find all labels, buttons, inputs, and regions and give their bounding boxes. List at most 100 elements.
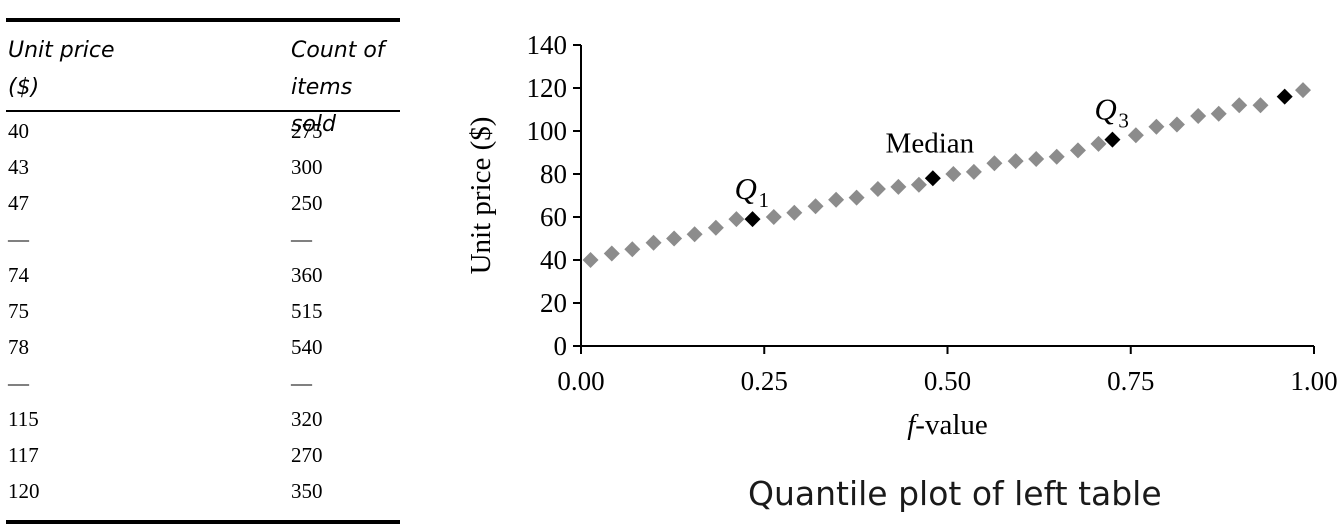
data-point xyxy=(603,245,620,262)
data-point xyxy=(645,234,662,251)
table-body: 40 275 43 300 47 250 — — 74 360 75 515 7… xyxy=(6,114,400,510)
median-annotation: Median xyxy=(886,127,975,159)
quantile-point xyxy=(744,211,761,228)
table-row: 43 300 xyxy=(6,150,400,186)
y-tick-label: 80 xyxy=(540,159,567,189)
data-point xyxy=(1231,97,1248,114)
y-tick-label: 100 xyxy=(527,116,568,146)
table-bottom-rule xyxy=(6,520,400,524)
quantile-point xyxy=(1276,88,1293,105)
table-cell-price: 47 xyxy=(8,191,29,215)
table-cell-count: 515 xyxy=(291,299,323,323)
table-cell-price: — xyxy=(8,227,29,251)
table-row: 120 350 xyxy=(6,474,400,510)
quantile-annotation-subscript: 3 xyxy=(1118,109,1129,133)
table-row: 115 320 xyxy=(6,402,400,438)
data-point xyxy=(1007,153,1024,170)
data-point xyxy=(707,219,724,236)
data-point xyxy=(728,211,745,228)
y-tick-label: 60 xyxy=(540,202,567,232)
table-cell-price: — xyxy=(8,371,29,395)
data-point xyxy=(624,241,641,258)
table-row: — — xyxy=(6,366,400,402)
column-header-count-sold: Count of items sold xyxy=(291,38,385,137)
x-axis-label-rest: -value xyxy=(915,409,987,440)
table-cell-count: 350 xyxy=(291,479,323,503)
data-point xyxy=(869,181,886,198)
data-point xyxy=(945,166,962,182)
data-point xyxy=(1210,105,1227,122)
y-tick-label: 20 xyxy=(540,288,567,318)
data-point xyxy=(666,230,683,247)
data-point xyxy=(1148,118,1165,135)
quantile-plot: 0 20 40 60 80 100 120 140 0.00 0.25 0.50 0.75 1.00 U… xyxy=(465,30,1338,440)
data-point xyxy=(1069,142,1086,159)
table-row: — — xyxy=(6,222,400,258)
table-cell-price: 115 xyxy=(8,407,39,431)
data-point xyxy=(1127,127,1144,144)
quantile-annotation-subscript: 1 xyxy=(759,188,770,212)
data-point xyxy=(765,209,782,225)
table-cell-price: 120 xyxy=(8,479,40,503)
table-cell-price: 75 xyxy=(8,299,29,323)
x-tick-label: 0.50 xyxy=(924,366,971,396)
data-point xyxy=(1048,148,1065,165)
table-top-rule xyxy=(6,18,400,22)
x-axis-label: f-value xyxy=(907,409,988,440)
column-header-unit-price: Unit price ($) xyxy=(8,38,115,100)
y-tick-label: 140 xyxy=(527,30,568,60)
table-row: 117 270 xyxy=(6,438,400,474)
table-row: 78 540 xyxy=(6,330,400,366)
data-point xyxy=(1295,82,1312,99)
table-cell-price: 43 xyxy=(8,155,29,179)
data-point xyxy=(1252,97,1269,114)
table-cell-count: 250 xyxy=(291,191,323,215)
table-row: 75 515 xyxy=(6,294,400,330)
data-point xyxy=(582,252,599,268)
data-point xyxy=(986,155,1003,172)
data-point xyxy=(1190,107,1207,124)
y-axis-label: Unit price ($) xyxy=(465,117,497,275)
x-tick-label: 1.00 xyxy=(1290,366,1337,396)
chart-caption: Quantile plot of left table xyxy=(748,474,1162,513)
quantile-annotation: Q xyxy=(1094,92,1116,127)
table-cell-count: 540 xyxy=(291,335,323,359)
table-row: 40 275 xyxy=(6,114,400,150)
chart-marks xyxy=(582,82,1312,268)
table-cell-price: 40 xyxy=(8,119,29,143)
table-cell-price: 74 xyxy=(8,263,29,287)
quantile-point xyxy=(924,170,941,187)
table-header-rule xyxy=(6,110,400,112)
table-cell-count: — xyxy=(291,227,312,251)
table-cell-price: 117 xyxy=(8,443,39,467)
data-point xyxy=(890,178,907,195)
y-tick-label: 120 xyxy=(527,73,568,103)
data-table: Unit price ($) Count of items sold 40 27… xyxy=(6,18,400,526)
table-cell-count: 320 xyxy=(291,407,323,431)
data-point xyxy=(910,176,927,193)
data-point xyxy=(786,204,803,221)
x-tick-label: 0.00 xyxy=(557,366,604,396)
quantile-point xyxy=(1104,131,1121,148)
data-point xyxy=(1028,150,1045,167)
table-row: 47 250 xyxy=(6,186,400,222)
table-cell-count: 275 xyxy=(291,119,323,143)
data-point xyxy=(1090,135,1107,152)
table-cell-price: 78 xyxy=(8,335,29,359)
y-tick-label: 40 xyxy=(540,245,567,275)
chart-axes: 0 20 40 60 80 100 120 140 0.00 0.25 0.50 0.75 1.00 xyxy=(527,30,1338,396)
quantile-annotation: Q xyxy=(735,171,757,206)
data-point xyxy=(965,163,982,180)
data-point xyxy=(686,226,703,243)
data-point xyxy=(807,198,824,215)
x-tick-label: 0.25 xyxy=(741,366,788,396)
data-point xyxy=(828,191,845,208)
data-point xyxy=(1168,116,1185,133)
table-cell-count: 300 xyxy=(291,155,323,179)
table-cell-count: — xyxy=(291,371,312,395)
x-tick-label: 0.75 xyxy=(1107,366,1154,396)
table-cell-count: 270 xyxy=(291,443,323,467)
data-point xyxy=(848,189,865,206)
table-row: 74 360 xyxy=(6,258,400,294)
